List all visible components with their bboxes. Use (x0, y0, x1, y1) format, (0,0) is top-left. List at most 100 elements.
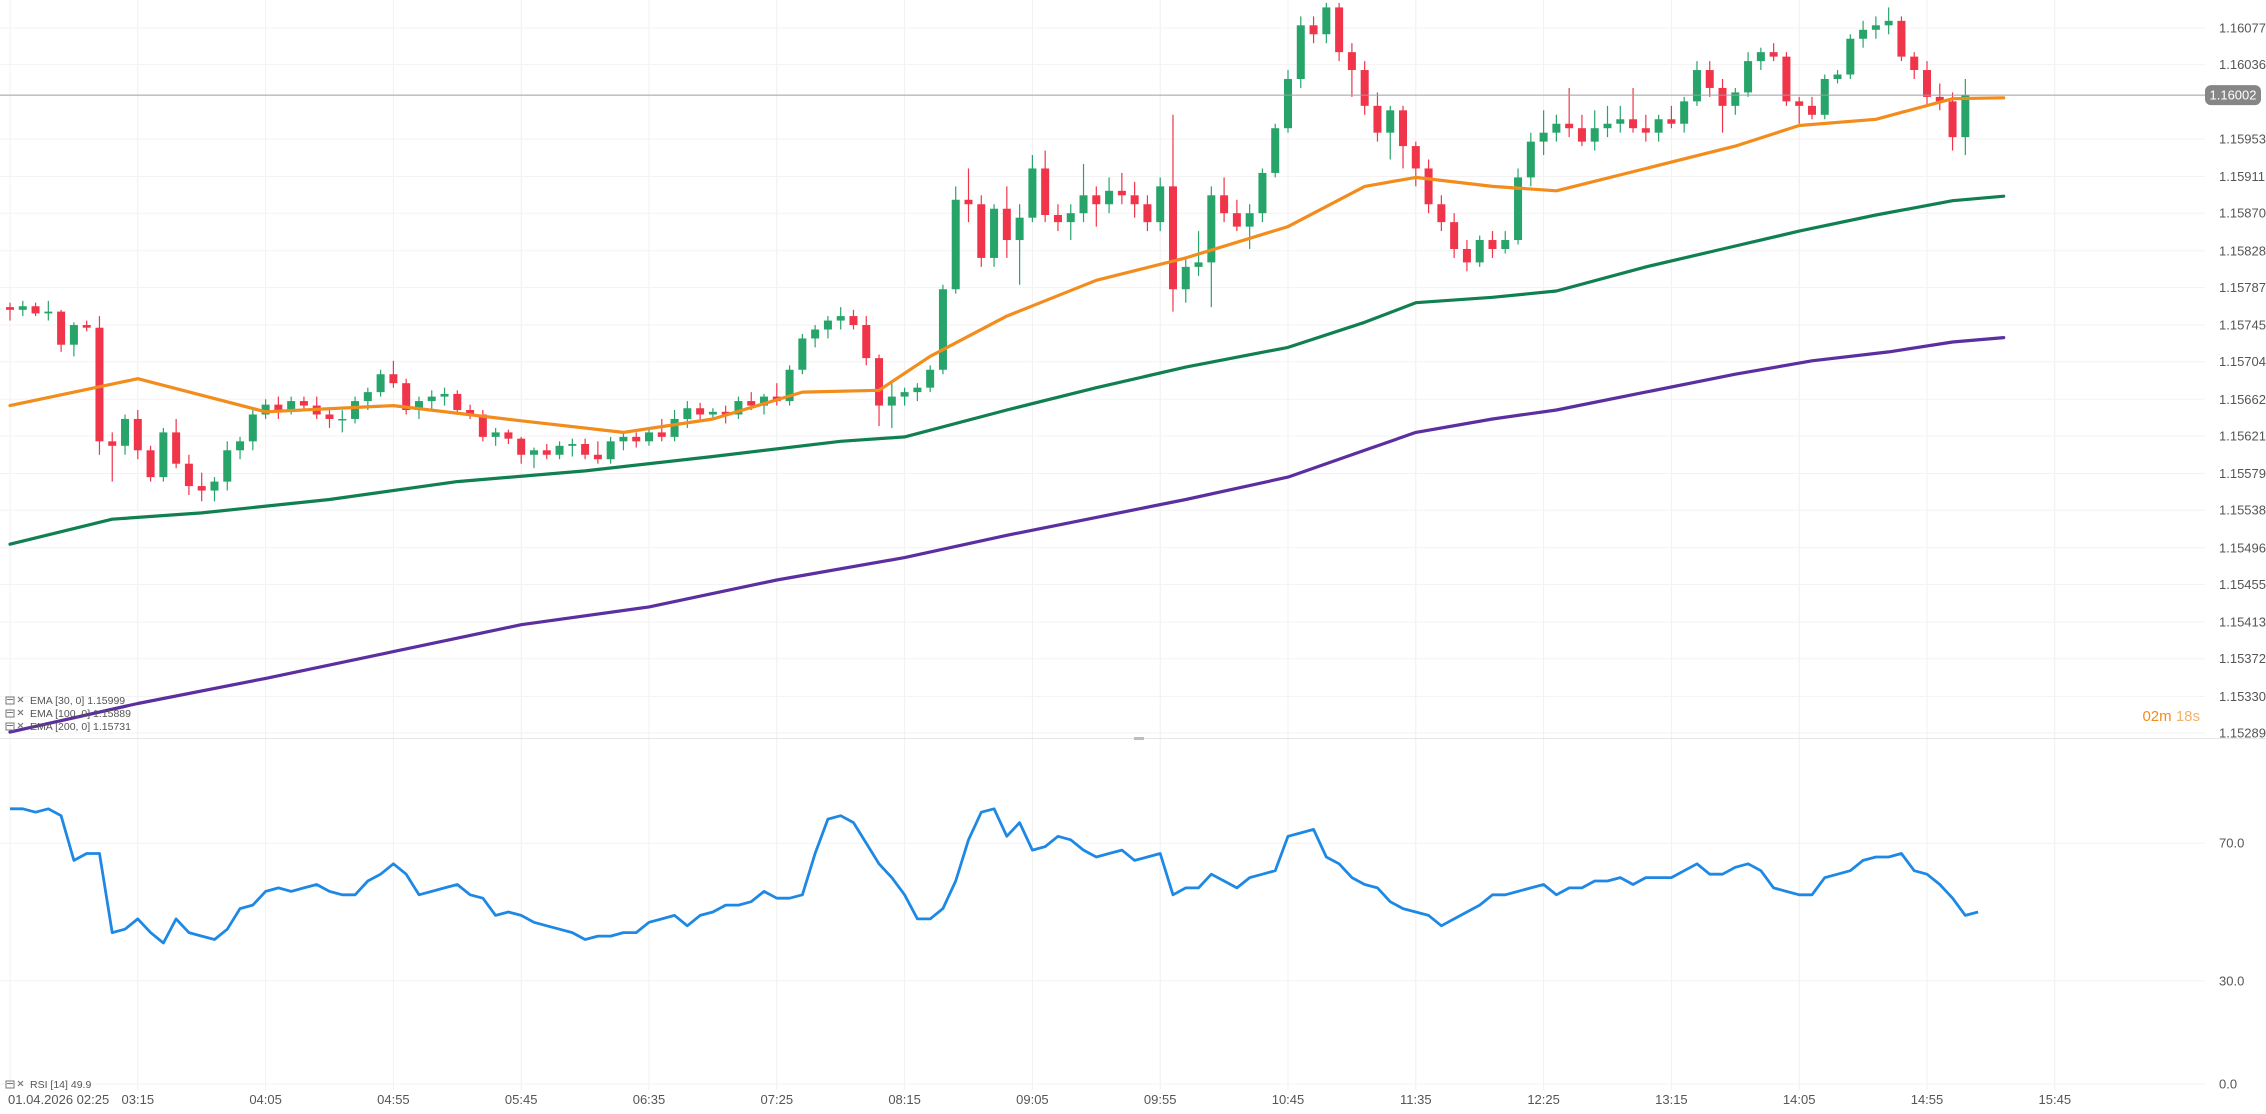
candle-body (542, 450, 551, 455)
candle (645, 427, 653, 446)
time-tick-label: 04:05 (249, 1092, 282, 1107)
candle (1053, 204, 1062, 232)
candle-body (1015, 217, 1024, 241)
candle (31, 302, 40, 317)
candle-body (823, 320, 832, 330)
candle-body (1309, 25, 1318, 35)
candle-body (645, 432, 653, 442)
legend-row-0[interactable]: EMA [30, 0] 1.15999 (5, 695, 125, 707)
candle (849, 309, 858, 330)
candle (466, 404, 475, 419)
candle-body (1526, 141, 1535, 178)
price-tick-label: 1.16036 (2219, 57, 2266, 72)
candle-body (478, 414, 487, 437)
time-tick-label: 15:45 (2039, 1092, 2072, 1107)
candle (1884, 7, 1893, 35)
candle (453, 390, 462, 415)
candle-body (1923, 70, 1931, 97)
candle (1002, 186, 1011, 258)
candle (1437, 195, 1446, 232)
candle (619, 432, 628, 451)
time-tick-label: 09:05 (1016, 1092, 1049, 1107)
candle-body (108, 441, 117, 446)
candle-body (31, 306, 40, 314)
candle (1859, 20, 1868, 48)
candle (1871, 16, 1880, 39)
candle (1488, 231, 1497, 258)
price-tick-label: 1.15289 (2219, 726, 2266, 741)
candle (1360, 61, 1369, 115)
time-tick-label: 07:25 (761, 1092, 794, 1107)
close-icon[interactable] (17, 709, 24, 716)
candle (1450, 213, 1459, 258)
candle-body (6, 307, 14, 310)
candle-body (1731, 92, 1740, 106)
candle-body (1514, 177, 1523, 241)
candle-body (440, 393, 449, 397)
candle (1143, 195, 1152, 232)
candle-countdown: 02m 18s (2142, 708, 2200, 725)
candle (1897, 16, 1906, 62)
candle (248, 410, 257, 451)
candle-body (1565, 123, 1574, 129)
time-tick-label: 09:55 (1144, 1092, 1177, 1107)
candle-body (1488, 240, 1497, 249)
pane-resize-handle[interactable] (1134, 737, 1144, 740)
candle-body (402, 383, 411, 411)
candle-body (389, 374, 398, 384)
candle-body (236, 441, 245, 451)
close-icon[interactable] (17, 722, 24, 729)
candle-body (69, 325, 78, 345)
legend-row-rsi[interactable]: RSI [14] 49.9 (5, 1079, 91, 1091)
close-icon[interactable] (17, 1080, 24, 1087)
time-tick-label: 11:35 (1400, 1092, 1432, 1107)
candle (1130, 181, 1139, 218)
candle-body (44, 311, 53, 314)
candle-body (1846, 38, 1855, 75)
candle (1577, 114, 1586, 147)
candle (402, 378, 411, 415)
candle-body (938, 289, 947, 370)
time-tick-label: 14:05 (1783, 1092, 1816, 1107)
candle (734, 396, 743, 419)
candle-body (57, 311, 66, 345)
legend-row-1[interactable]: EMA [100, 0] 1.15889 (5, 708, 131, 720)
candle (964, 168, 973, 223)
candle-body (900, 392, 909, 397)
candle (1565, 87, 1574, 138)
candle-body (18, 306, 27, 310)
candle-body (1156, 186, 1165, 223)
close-icon[interactable] (17, 696, 24, 703)
legend-label: RSI [14] 49.9 (30, 1079, 91, 1091)
candle (504, 429, 513, 445)
candle-body (593, 454, 602, 460)
candle-body (1194, 262, 1203, 267)
candle-body (1539, 132, 1548, 142)
candle (1923, 61, 1931, 106)
ema-line-2 (8, 336, 2006, 734)
candle-body (811, 329, 820, 339)
candle-body (1002, 208, 1011, 241)
candle-body (785, 369, 794, 402)
candle-body (1220, 195, 1229, 214)
candle-body (1641, 128, 1650, 133)
candle (1820, 74, 1829, 120)
candle (1833, 70, 1842, 84)
candle-body (721, 411, 730, 415)
candle-body (1654, 119, 1663, 133)
candle-body (1066, 213, 1075, 223)
legend-label: EMA [200, 0] 1.15731 (30, 721, 131, 733)
price-tick-label: 1.15579 (2219, 466, 2266, 481)
candle (811, 325, 820, 348)
legend-row-2[interactable]: EMA [200, 0] 1.15731 (5, 721, 131, 733)
candle-body (466, 410, 475, 415)
candle (1245, 204, 1254, 249)
candle-body (1028, 168, 1037, 218)
candle-body (1501, 240, 1510, 249)
candle-body (376, 374, 385, 393)
current-price-label: 1.16002 (2205, 85, 2261, 106)
candle-body (1910, 56, 1919, 71)
candle-body (338, 418, 347, 421)
candle-body (1577, 128, 1586, 142)
